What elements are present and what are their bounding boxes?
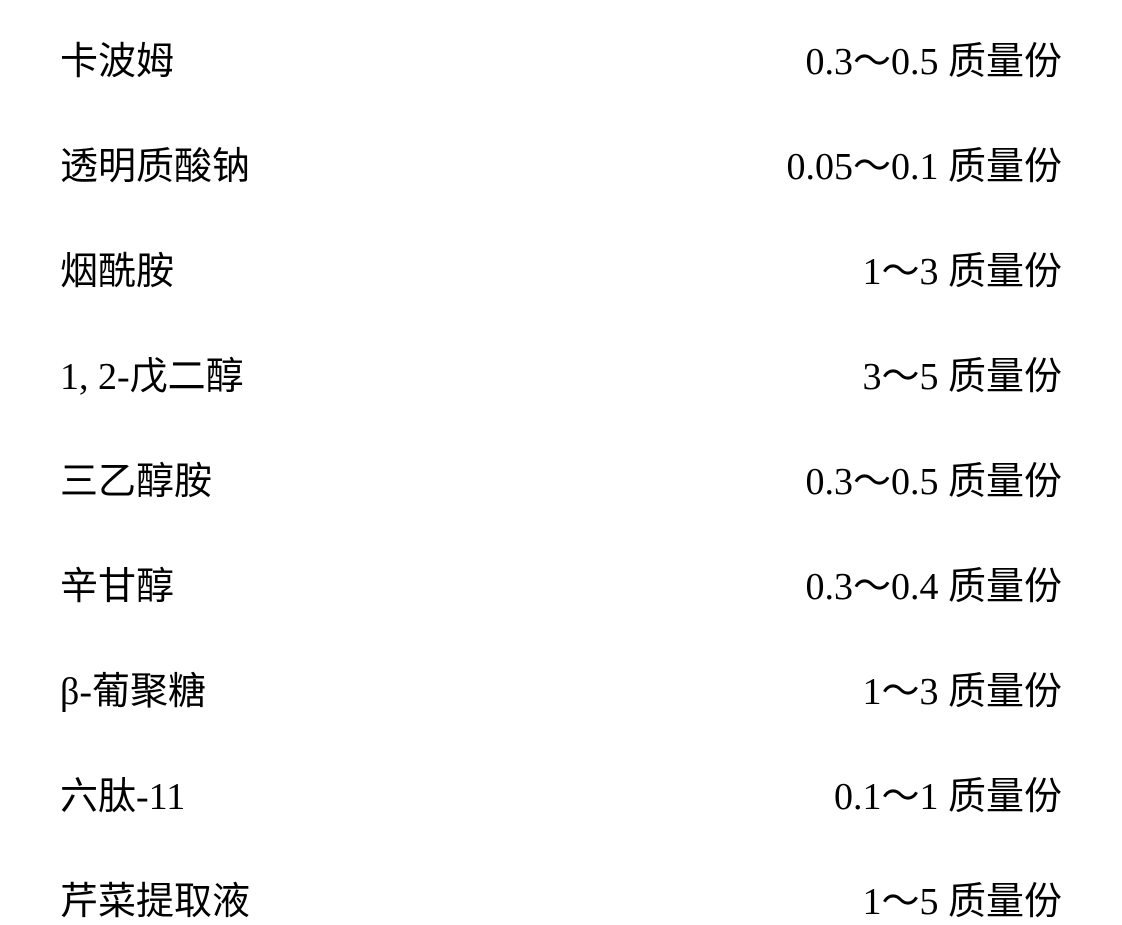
ingredient-name: 卡波姆 [60,30,174,85]
ingredient-amount: 0.3～0.5 质量份 [805,450,1062,505]
ingredient-amount: 0.3～0.4 质量份 [805,555,1062,610]
ingredient-name: 芹菜提取液 [60,870,250,925]
ingredient-amount: 1～3 质量份 [862,660,1062,715]
ingredient-row: 烟酰胺 1～3 质量份 [60,240,1062,295]
ingredient-name: β-葡聚糖 [60,660,206,715]
ingredient-row: 卡波姆 0.3～0.5 质量份 [60,30,1062,85]
ingredient-amount: 1～3 质量份 [862,240,1062,295]
ingredient-name: 透明质酸钠 [60,135,250,190]
ingredient-amount: 0.05～0.1 质量份 [786,135,1062,190]
ingredient-name: 1, 2-戊二醇 [60,345,244,400]
ingredient-amount: 0.3～0.5 质量份 [805,30,1062,85]
ingredient-row: 辛甘醇 0.3～0.4 质量份 [60,555,1062,610]
ingredient-amount: 3～5 质量份 [862,345,1062,400]
ingredient-row: 芹菜提取液 1～5 质量份 [60,870,1062,925]
ingredient-row: 1, 2-戊二醇 3～5 质量份 [60,345,1062,400]
ingredient-row: β-葡聚糖 1～3 质量份 [60,660,1062,715]
ingredient-amount: 0.1～1 质量份 [834,765,1062,820]
ingredient-row: 六肽-11 0.1～1 质量份 [60,765,1062,820]
ingredient-row: 透明质酸钠 0.05～0.1 质量份 [60,135,1062,190]
ingredient-list: 卡波姆 0.3～0.5 质量份 透明质酸钠 0.05～0.1 质量份 烟酰胺 1… [60,30,1062,925]
ingredient-row: 三乙醇胺 0.3～0.5 质量份 [60,450,1062,505]
ingredient-name: 烟酰胺 [60,240,174,295]
ingredient-name: 六肽-11 [60,765,185,820]
ingredient-name: 辛甘醇 [60,555,174,610]
ingredient-amount: 1～5 质量份 [862,870,1062,925]
ingredient-name: 三乙醇胺 [60,450,212,505]
